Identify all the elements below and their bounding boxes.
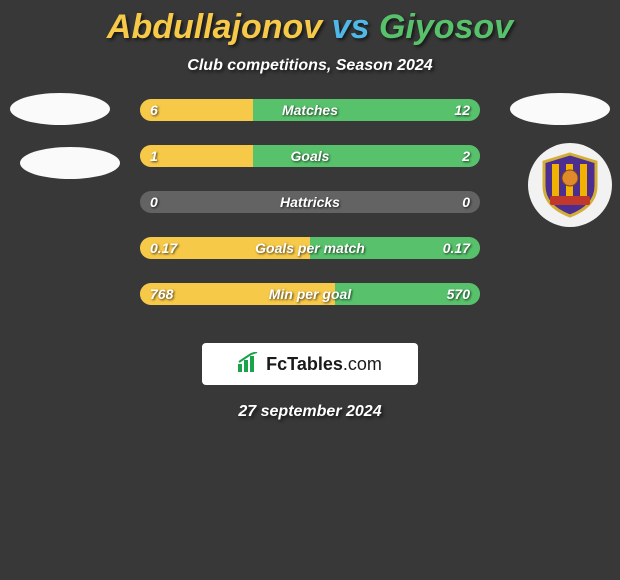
stat-row: 1Goals2 xyxy=(0,145,620,191)
vs-text: vs xyxy=(322,8,379,46)
stat-label: Hattricks xyxy=(140,191,480,213)
date-text: 27 september 2024 xyxy=(0,403,620,421)
stat-value-right: 2 xyxy=(462,145,470,167)
comparison-title: Abdullajonov vs Giyosov xyxy=(0,0,620,47)
stat-row: 6Matches12 xyxy=(0,99,620,145)
subtitle: Club competitions, Season 2024 xyxy=(0,57,620,75)
fctables-badge: FcTables.com xyxy=(202,343,418,385)
stat-label: Matches xyxy=(140,99,480,121)
stat-label: Goals per match xyxy=(140,237,480,259)
player1-name: Abdullajonov xyxy=(107,8,322,46)
player2-name: Giyosov xyxy=(379,8,513,46)
stat-row: 768Min per goal570 xyxy=(0,283,620,329)
stat-value-right: 0 xyxy=(462,191,470,213)
stat-label: Min per goal xyxy=(140,283,480,305)
stat-row: 0Hattricks0 xyxy=(0,191,620,237)
stat-value-right: 570 xyxy=(447,283,470,305)
stat-value-right: 12 xyxy=(454,99,470,121)
stat-label: Goals xyxy=(140,145,480,167)
stat-value-right: 0.17 xyxy=(443,237,470,259)
stat-row: 0.17Goals per match0.17 xyxy=(0,237,620,283)
stats-chart: 6Matches121Goals20Hattricks00.17Goals pe… xyxy=(0,99,620,329)
brand-text: FcTables.com xyxy=(266,354,382,375)
chart-icon xyxy=(238,352,260,377)
